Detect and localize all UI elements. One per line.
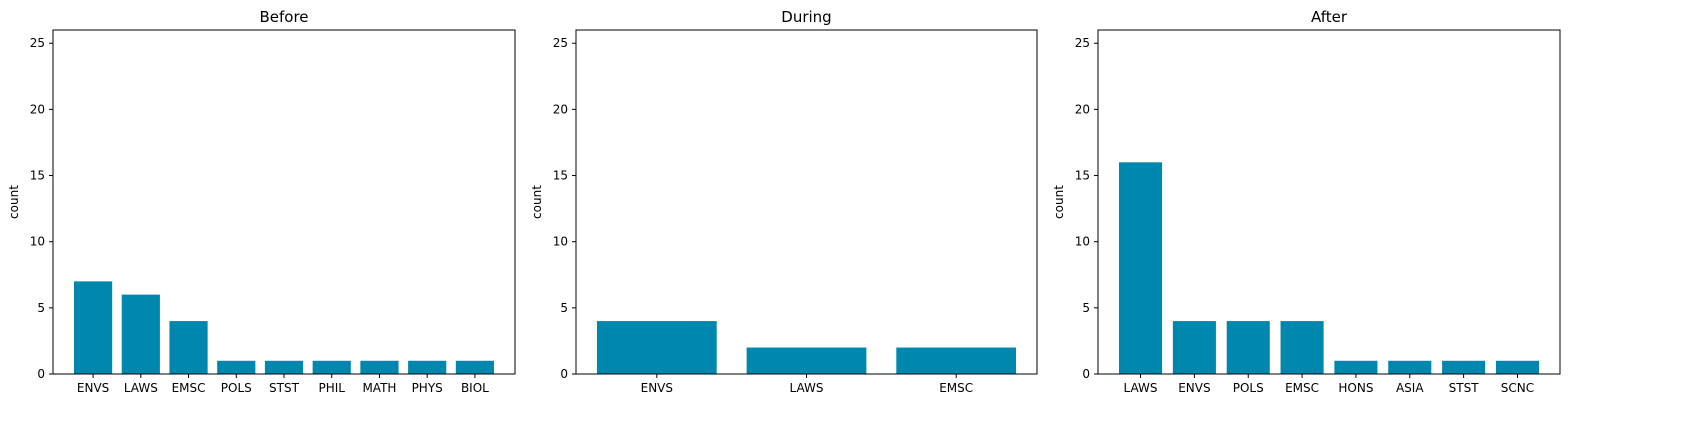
bar-after-laws: [1119, 162, 1163, 374]
panel-after: After count 0 5 10 15 20 25 LAWS ENVS POLS EMSC H…: [1052, 8, 1561, 395]
y-tick-label-after-25: 25: [1075, 36, 1090, 50]
x-tick-label-before-envs: ENVS: [77, 381, 109, 395]
x-tick-label-during-emsc: EMSC: [939, 381, 973, 395]
y-tick-label-before-25: 25: [30, 36, 45, 50]
y-tick-label-before-20: 20: [30, 102, 45, 116]
bar-before-envs: [74, 281, 113, 374]
axes-frame-after: [1097, 29, 1561, 375]
bar-after-pols: [1226, 321, 1270, 374]
y-axis-label-after: count: [1052, 185, 1066, 219]
x-ticks-after: LAWS ENVS POLS EMSC HONS ASIA STST SCNC: [1124, 374, 1534, 395]
x-tick-label-during-envs: ENVS: [641, 381, 673, 395]
x-tick-label-after-stst: STST: [1449, 381, 1480, 395]
bar-before-stst: [264, 360, 304, 374]
x-tick-label-before-stst: STST: [269, 381, 300, 395]
bars-before: [74, 281, 494, 374]
bars-during: [596, 321, 1017, 374]
x-tick-label-after-emsc: EMSC: [1285, 381, 1319, 395]
bar-after-stst: [1442, 360, 1486, 374]
bar-before-math: [360, 360, 399, 374]
x-tick-label-after-laws: LAWS: [1124, 381, 1158, 395]
x-tick-label-before-phil: PHIL: [318, 381, 345, 395]
bar-after-hons: [1334, 360, 1378, 374]
x-tick-label-after-asia: ASIA: [1396, 381, 1424, 395]
y-tick-label-before-5: 5: [37, 301, 45, 315]
y-tick-label-during-15: 15: [553, 169, 568, 183]
y-tick-label-after-15: 15: [1075, 169, 1090, 183]
axes-frame-before: [52, 29, 516, 375]
x-tick-label-before-biol: BIOL: [461, 381, 489, 395]
y-tick-label-during-20: 20: [553, 102, 568, 116]
x-tick-label-before-math: MATH: [362, 381, 396, 395]
y-tick-label-during-10: 10: [553, 235, 568, 249]
x-tick-label-before-laws: LAWS: [124, 381, 158, 395]
y-tick-label-after-20: 20: [1075, 102, 1090, 116]
y-tick-label-after-0: 0: [1082, 367, 1090, 381]
panel-during: During count 0 5 10 15 20 25 ENVS LAWS EMSC: [530, 8, 1038, 395]
y-axis-label-before: count: [7, 185, 21, 219]
panel-title-during: During: [781, 8, 831, 26]
x-tick-label-before-emsc: EMSC: [172, 381, 206, 395]
panel-title-after: After: [1311, 8, 1348, 26]
x-tick-label-before-phys: PHYS: [412, 381, 443, 395]
bar-during-laws: [746, 347, 867, 374]
y-ticks-during: 0 5 10 15 20 25: [553, 36, 576, 381]
bar-before-laws: [121, 294, 160, 374]
bar-after-scnc: [1495, 360, 1539, 374]
bar-after-envs: [1172, 321, 1216, 374]
bar-before-phil: [312, 360, 351, 374]
axes-frame-during: [575, 29, 1038, 375]
bar-before-pols: [217, 360, 256, 374]
y-tick-label-after-10: 10: [1075, 235, 1090, 249]
x-tick-label-after-pols: POLS: [1233, 381, 1264, 395]
y-tick-label-before-10: 10: [30, 235, 45, 249]
y-ticks-after: 0 5 10 15 20 25: [1075, 36, 1098, 381]
x-ticks-during: ENVS LAWS EMSC: [641, 374, 973, 395]
y-tick-label-during-5: 5: [560, 301, 568, 315]
panel-before: Before count 0 5 10 15 20 25 ENVS LAWS EMSC POLS…: [7, 8, 516, 395]
bar-during-envs: [596, 321, 717, 374]
x-tick-label-before-pols: POLS: [221, 381, 252, 395]
bar-before-phys: [408, 360, 447, 374]
y-ticks-before: 0 5 10 15 20 25: [30, 36, 53, 381]
x-ticks-before: ENVS LAWS EMSC POLS STST PHIL MATH PHYS BIOL: [77, 374, 489, 395]
x-tick-label-after-envs: ENVS: [1178, 381, 1210, 395]
y-tick-label-during-25: 25: [553, 36, 568, 50]
y-tick-label-before-15: 15: [30, 169, 45, 183]
bar-before-biol: [455, 360, 494, 374]
x-tick-label-after-scnc: SCNC: [1501, 381, 1534, 395]
y-tick-label-during-0: 0: [560, 367, 568, 381]
bar-during-emsc: [896, 347, 1017, 374]
x-tick-label-after-hons: HONS: [1338, 381, 1373, 395]
x-tick-label-during-laws: LAWS: [790, 381, 824, 395]
bars-after: [1119, 162, 1539, 374]
bar-after-asia: [1388, 360, 1432, 374]
bar-after-emsc: [1280, 321, 1324, 374]
y-tick-label-after-5: 5: [1082, 301, 1090, 315]
y-axis-label-during: count: [530, 185, 544, 219]
bar-before-emsc: [169, 321, 208, 374]
y-tick-label-before-0: 0: [37, 367, 45, 381]
panel-title-before: Before: [259, 8, 308, 26]
